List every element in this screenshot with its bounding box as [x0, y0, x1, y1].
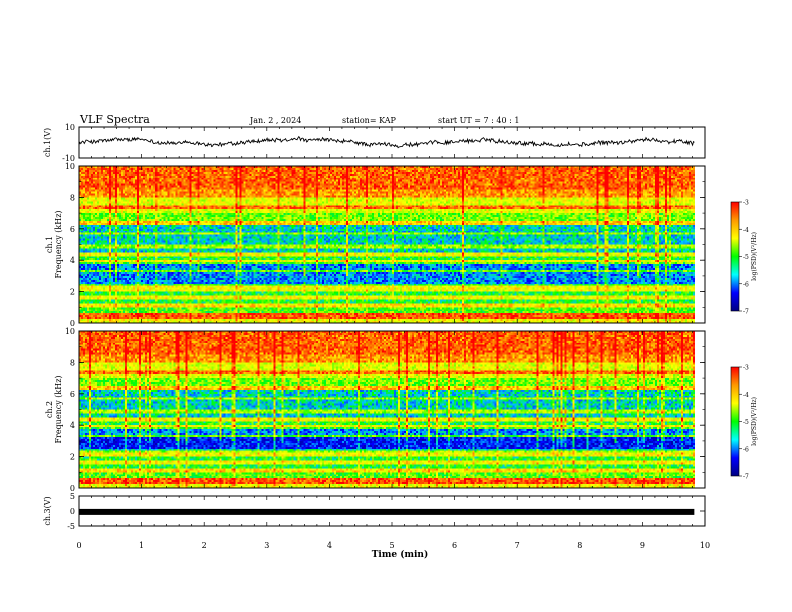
ch2-spectrogram-y-tick-label: 8 — [70, 358, 75, 367]
ch2-spectrogram-y-tick-label: 10 — [65, 327, 75, 336]
colorbar-ch1: -3 -4 -5 -6 -7 log(PSD)(V²/Hz) — [730, 200, 758, 316]
ch1-waveform-line — [78, 135, 695, 149]
ch1-spectrogram-ylabel: ch.1Frequency (kHz) — [45, 210, 63, 278]
ch3-waveform-line — [79, 508, 695, 515]
x-tick-label: 2 — [202, 541, 207, 550]
x-tick-label: 8 — [577, 541, 582, 550]
ch2-spectrogram-y-tick-label: 0 — [70, 484, 75, 493]
station-label: station= KAP — [342, 116, 397, 125]
ch1-spectrogram-y-tick-label: 6 — [70, 225, 75, 234]
colorbar-ch2: -3 -4 -5 -6 -7 log(PSD)(V²/Hz) — [730, 365, 758, 481]
x-tick-label: 9 — [640, 541, 645, 550]
colorbar-ch1-tick-label: -7 — [743, 309, 749, 316]
colorbar-ch2-label: log(PSD)(V²/Hz) — [751, 397, 758, 446]
ch1-waveform-ylabel: ch.1(V) — [43, 128, 52, 157]
colorbar-ch1-tick-label: -5 — [743, 254, 749, 261]
colorbar-ch2-bar — [730, 366, 740, 477]
x-tick-label: 6 — [452, 541, 457, 550]
time-axis: 0 1 2 3 4 5 6 7 8 9 10 — [76, 541, 710, 550]
ch3-waveform-ylabel: ch.3(V) — [43, 496, 52, 525]
x-tick-label: 10 — [700, 541, 710, 550]
ch1-spectrogram-panel: 0 2 4 6 8 10 ch.1Frequency (kHz) — [45, 162, 706, 328]
ch2-spectrogram-y-tick-label: 2 — [70, 453, 75, 462]
ch1-waveform-y-tick-label: 10 — [65, 123, 75, 132]
ch2-spectrogram-y-tick-label: 6 — [70, 390, 75, 399]
ch3-waveform-y-tick-label: 5 — [70, 492, 75, 501]
ch3-waveform-panel: 5 0 -5 ch.3(V) — [43, 492, 706, 531]
ch1-spectrogram-y-tick-label: 0 — [70, 319, 75, 328]
x-tick-label: 4 — [327, 541, 332, 550]
colorbar-ch1-tick-label: -3 — [743, 200, 749, 207]
colorbar-ch2-tick-label: -6 — [743, 446, 749, 453]
x-axis-label: Time (min) — [372, 549, 429, 560]
x-tick-label: 5 — [389, 541, 394, 550]
colorbar-ch2-tick-label: -4 — [743, 392, 749, 399]
ch2-spectrogram-image — [79, 331, 705, 488]
colorbar-ch1-tick-label: -4 — [743, 227, 749, 234]
colorbar-ch2-tick-label: -5 — [743, 419, 749, 426]
x-tick-label: 0 — [76, 541, 81, 550]
colorbar-ch2-tick-label: -3 — [743, 365, 749, 372]
colorbar-ch1-label: log(PSD)(V²/Hz) — [751, 232, 758, 281]
ch3-waveform-y-tick-label: 0 — [70, 507, 75, 516]
colorbar-ch1-tick-label: -6 — [743, 281, 749, 288]
x-tick-label: 3 — [264, 541, 269, 550]
figure-title: VLF Spectra — [79, 113, 150, 126]
ch2-spectrogram-y-tick-label: 4 — [70, 421, 75, 430]
ch1-spectrogram-y-tick-label: 8 — [70, 193, 75, 202]
ch1-waveform-y-tick-label: -10 — [62, 154, 75, 163]
x-tick-label: 1 — [139, 541, 144, 550]
ch1-waveform-panel: 10 -10 ch.1(V) — [43, 123, 706, 163]
x-tick-label: 7 — [515, 541, 520, 550]
colorbar-ch2-tick-label: -7 — [743, 474, 749, 481]
ch3-waveform-y-tick-label: -5 — [67, 522, 75, 531]
date-label: Jan. 2 , 2024 — [249, 116, 301, 125]
ch1-spectrogram-y-tick-label: 10 — [65, 162, 75, 171]
ch2-spectrogram-ylabel: ch.2Frequency (kHz) — [45, 375, 63, 443]
colorbar-ch1-bar — [730, 201, 740, 312]
ch1-spectrogram-image — [79, 166, 705, 323]
start-time-label: start UT = 7 : 40 : 1 — [438, 116, 519, 125]
ch1-spectrogram-y-tick-label: 4 — [70, 256, 75, 265]
ch1-spectrogram-y-tick-label: 2 — [70, 288, 75, 297]
ch2-spectrogram-panel: 0 2 4 6 8 10 ch.2Frequency (kHz) — [45, 327, 706, 493]
